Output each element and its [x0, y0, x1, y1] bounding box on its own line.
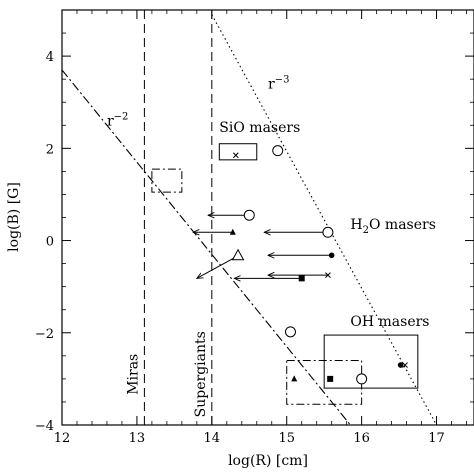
- cross-point: [402, 362, 408, 368]
- open-circle-point: [243, 209, 255, 221]
- x-tick-label: 14: [204, 431, 221, 446]
- x-axis-label: log(R) [cm]: [228, 453, 308, 469]
- x-tick-label: 15: [278, 431, 295, 446]
- y-tick-label: 0: [46, 235, 54, 250]
- filled-circle-point: [328, 252, 335, 259]
- open-circle-point: [284, 326, 296, 338]
- open-circle-point: [272, 145, 284, 157]
- y-tick-label: 4: [46, 50, 54, 65]
- arrow: [197, 255, 239, 279]
- axis-ticks: 12 13 14 15 16 17 −4 −2 0 2 4: [35, 10, 474, 446]
- power-law-line: [211, 14, 438, 425]
- y-axis-label: log(B) [G]: [6, 182, 22, 252]
- cross-point: [325, 272, 331, 278]
- x-tick-label: 17: [428, 431, 445, 446]
- open-circle-point: [322, 226, 334, 238]
- filled-circle-point: [397, 362, 404, 368]
- reference-lines: [62, 10, 438, 425]
- annotation-label: SiO masers: [219, 120, 300, 136]
- annotation-label: H2O masers: [350, 217, 436, 236]
- power-law-label: r−2: [107, 111, 128, 129]
- annotations: Miras Supergiants r−2 r−3 SiO masers H2O mase…: [107, 74, 436, 417]
- arrows: [193, 215, 332, 278]
- region-box: [151, 168, 183, 193]
- power-law-label: r−3: [268, 74, 289, 92]
- filled-triangle-point: [229, 228, 236, 235]
- annotation-label: OH masers: [350, 314, 429, 330]
- x-tick-label: 16: [353, 431, 370, 446]
- open-circle-point: [356, 373, 368, 385]
- x-tick-label: 12: [54, 431, 71, 446]
- region-box: [218, 143, 258, 161]
- vertical-line-label: Supergiants: [193, 331, 209, 417]
- open-triangle-point: [231, 248, 245, 261]
- cross-point: [232, 152, 239, 159]
- data-points: [229, 145, 408, 385]
- filled-triangle-point: [291, 375, 298, 382]
- filled-square-point: [298, 275, 305, 282]
- x-tick-label: 13: [129, 431, 146, 446]
- y-tick-label: −2: [35, 327, 54, 342]
- power-law-line: [62, 69, 351, 425]
- filled-square-point: [327, 375, 334, 382]
- y-tick-label: 2: [46, 142, 54, 157]
- region-box: [323, 334, 419, 389]
- y-tick-label: −4: [35, 419, 54, 434]
- vertical-line-label: Miras: [125, 354, 141, 395]
- maser-regions: [151, 143, 419, 405]
